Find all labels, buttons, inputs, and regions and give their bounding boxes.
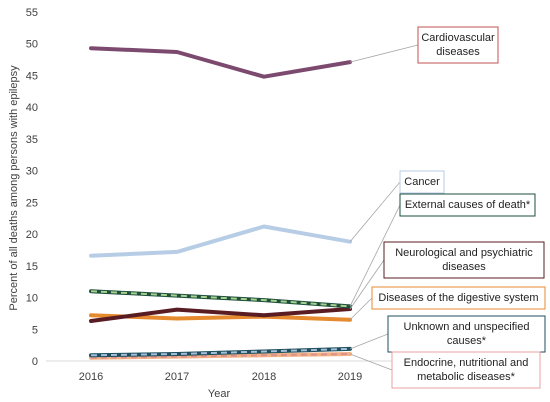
series-label: Cancer: [404, 176, 440, 188]
callout-box: [383, 241, 545, 279]
y-tick-label: 55: [26, 7, 38, 19]
x-tick-label: 2017: [165, 371, 189, 383]
series-line-group: [89, 307, 352, 323]
x-axis-title: Year: [208, 388, 231, 400]
series-label: Neurological and psychiatric: [395, 247, 533, 259]
series-label: causes*: [447, 335, 487, 347]
callout-box: [371, 286, 546, 310]
callout-leader: [349, 44, 419, 63]
y-tick-label: 5: [32, 324, 38, 336]
callout-leader: [349, 353, 393, 371]
series-line-group: [89, 346, 352, 358]
callout-box: [417, 26, 499, 64]
series-label: External causes of death*: [405, 199, 531, 211]
callout-leader: [349, 333, 389, 350]
y-tick-label: 0: [32, 356, 38, 368]
y-tick-label: 25: [26, 197, 38, 209]
callout-leader: [349, 181, 401, 242]
series-layer: [89, 46, 352, 360]
callout-leader: [349, 297, 373, 321]
series-line-group: [89, 224, 352, 258]
series-line: [89, 224, 352, 258]
callout-box: [399, 170, 445, 194]
series-label: metabolic diseases*: [417, 371, 516, 383]
y-axis-title: Percent of all deaths among persons with…: [8, 65, 20, 311]
series-label: Diseases of the digestive system: [378, 292, 538, 304]
x-axis-ticks: 2016 2017 2018 2019: [79, 371, 362, 383]
series-label: Endocrine, nutritional and: [404, 357, 529, 369]
x-tick-label: 2016: [79, 371, 103, 383]
y-axis-ticks: 0 5 10 15 20 25 30 35 40 45 50 55: [26, 7, 38, 368]
series-label: diseases: [442, 261, 486, 273]
callout-box: [399, 193, 536, 217]
series-line: [89, 307, 352, 323]
series-line-group: [89, 352, 352, 360]
x-tick-label: 2019: [338, 371, 362, 383]
callout-layer: Cardiovascular diseases Cancer External cau…: [349, 26, 546, 389]
y-tick-label: 50: [26, 39, 38, 51]
y-tick-label: 15: [26, 261, 38, 273]
callout-leader: [349, 204, 401, 307]
series-label: Unknown and unspecified: [404, 321, 530, 333]
y-tick-label: 35: [26, 134, 38, 146]
y-tick-label: 40: [26, 102, 38, 114]
series-line-dash: [90, 347, 351, 357]
callout-box: [387, 315, 546, 353]
y-tick-label: 10: [26, 293, 38, 305]
series-label: diseases: [436, 46, 480, 58]
x-tick-label: 2018: [252, 371, 276, 383]
series-line: [89, 46, 352, 79]
callout-leader: [349, 259, 385, 310]
y-tick-label: 20: [26, 229, 38, 241]
callout-box: [391, 351, 541, 389]
series-line-dash: [90, 353, 351, 359]
series-line-group: [89, 46, 352, 79]
y-tick-label: 30: [26, 166, 38, 178]
series-line-dash: [90, 290, 351, 308]
series-line-group: [89, 289, 352, 309]
series-label: Cardiovascular: [421, 32, 495, 44]
y-tick-label: 45: [26, 70, 38, 82]
